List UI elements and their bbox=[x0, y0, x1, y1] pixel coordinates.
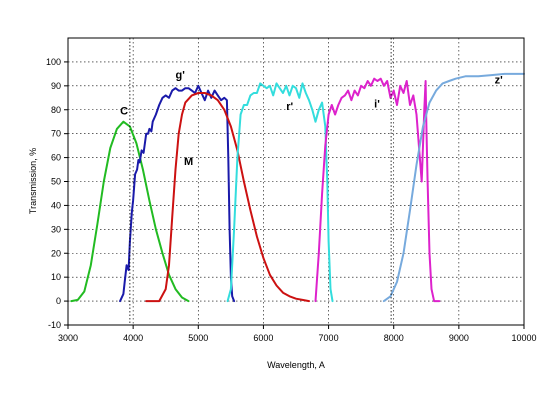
y-tick-label: 70 bbox=[51, 129, 61, 139]
x-tick-label: 5000 bbox=[188, 333, 208, 343]
series-label: r' bbox=[286, 101, 293, 113]
y-tick-label: 30 bbox=[51, 224, 61, 234]
series-label: C bbox=[120, 106, 128, 118]
x-tick-label: 6000 bbox=[253, 333, 273, 343]
y-axis-ticks: -10 0 10 20 30 40 50 60 70 80 90 100 bbox=[46, 57, 68, 330]
y-tick-label: 10 bbox=[51, 272, 61, 282]
grid bbox=[68, 38, 524, 325]
series-label: g' bbox=[175, 70, 185, 82]
y-tick-label: 50 bbox=[51, 177, 61, 187]
series-line-M bbox=[145, 92, 310, 303]
series-label: M bbox=[184, 156, 193, 168]
y-tick-label: 40 bbox=[51, 200, 61, 210]
reference-lines bbox=[129, 38, 392, 325]
series-labels: Cg' Mr' i' z' bbox=[120, 70, 503, 168]
series-label: i' bbox=[374, 98, 380, 110]
y-tick-label: 100 bbox=[46, 57, 61, 67]
y-tick-label: 80 bbox=[51, 105, 61, 115]
y-tick-label: 60 bbox=[51, 153, 61, 163]
series-line-z bbox=[382, 72, 525, 303]
y-tick-label: -10 bbox=[48, 320, 61, 330]
x-axis-label: Wavelength, A bbox=[267, 360, 325, 370]
y-tick-label: 90 bbox=[51, 81, 61, 91]
x-tick-label: 9000 bbox=[449, 333, 469, 343]
series-line-g bbox=[119, 84, 236, 303]
y-axis-label: Transmission, % bbox=[28, 148, 38, 214]
y-tick-label: 20 bbox=[51, 248, 61, 258]
x-tick-label: 8000 bbox=[384, 333, 404, 343]
x-tick-label: 10000 bbox=[511, 333, 536, 343]
series-line-r bbox=[226, 82, 334, 303]
x-tick-label: 7000 bbox=[319, 333, 339, 343]
series-label: z' bbox=[495, 74, 504, 86]
series-line-i bbox=[314, 77, 441, 303]
x-axis-ticks: 3000 4000 5000 6000 7000 8000 9000 10000 bbox=[58, 325, 537, 343]
y-tick-label: 0 bbox=[56, 296, 61, 306]
series-curves bbox=[70, 72, 525, 303]
x-tick-label: 4000 bbox=[123, 333, 143, 343]
x-tick-label: 3000 bbox=[58, 333, 78, 343]
